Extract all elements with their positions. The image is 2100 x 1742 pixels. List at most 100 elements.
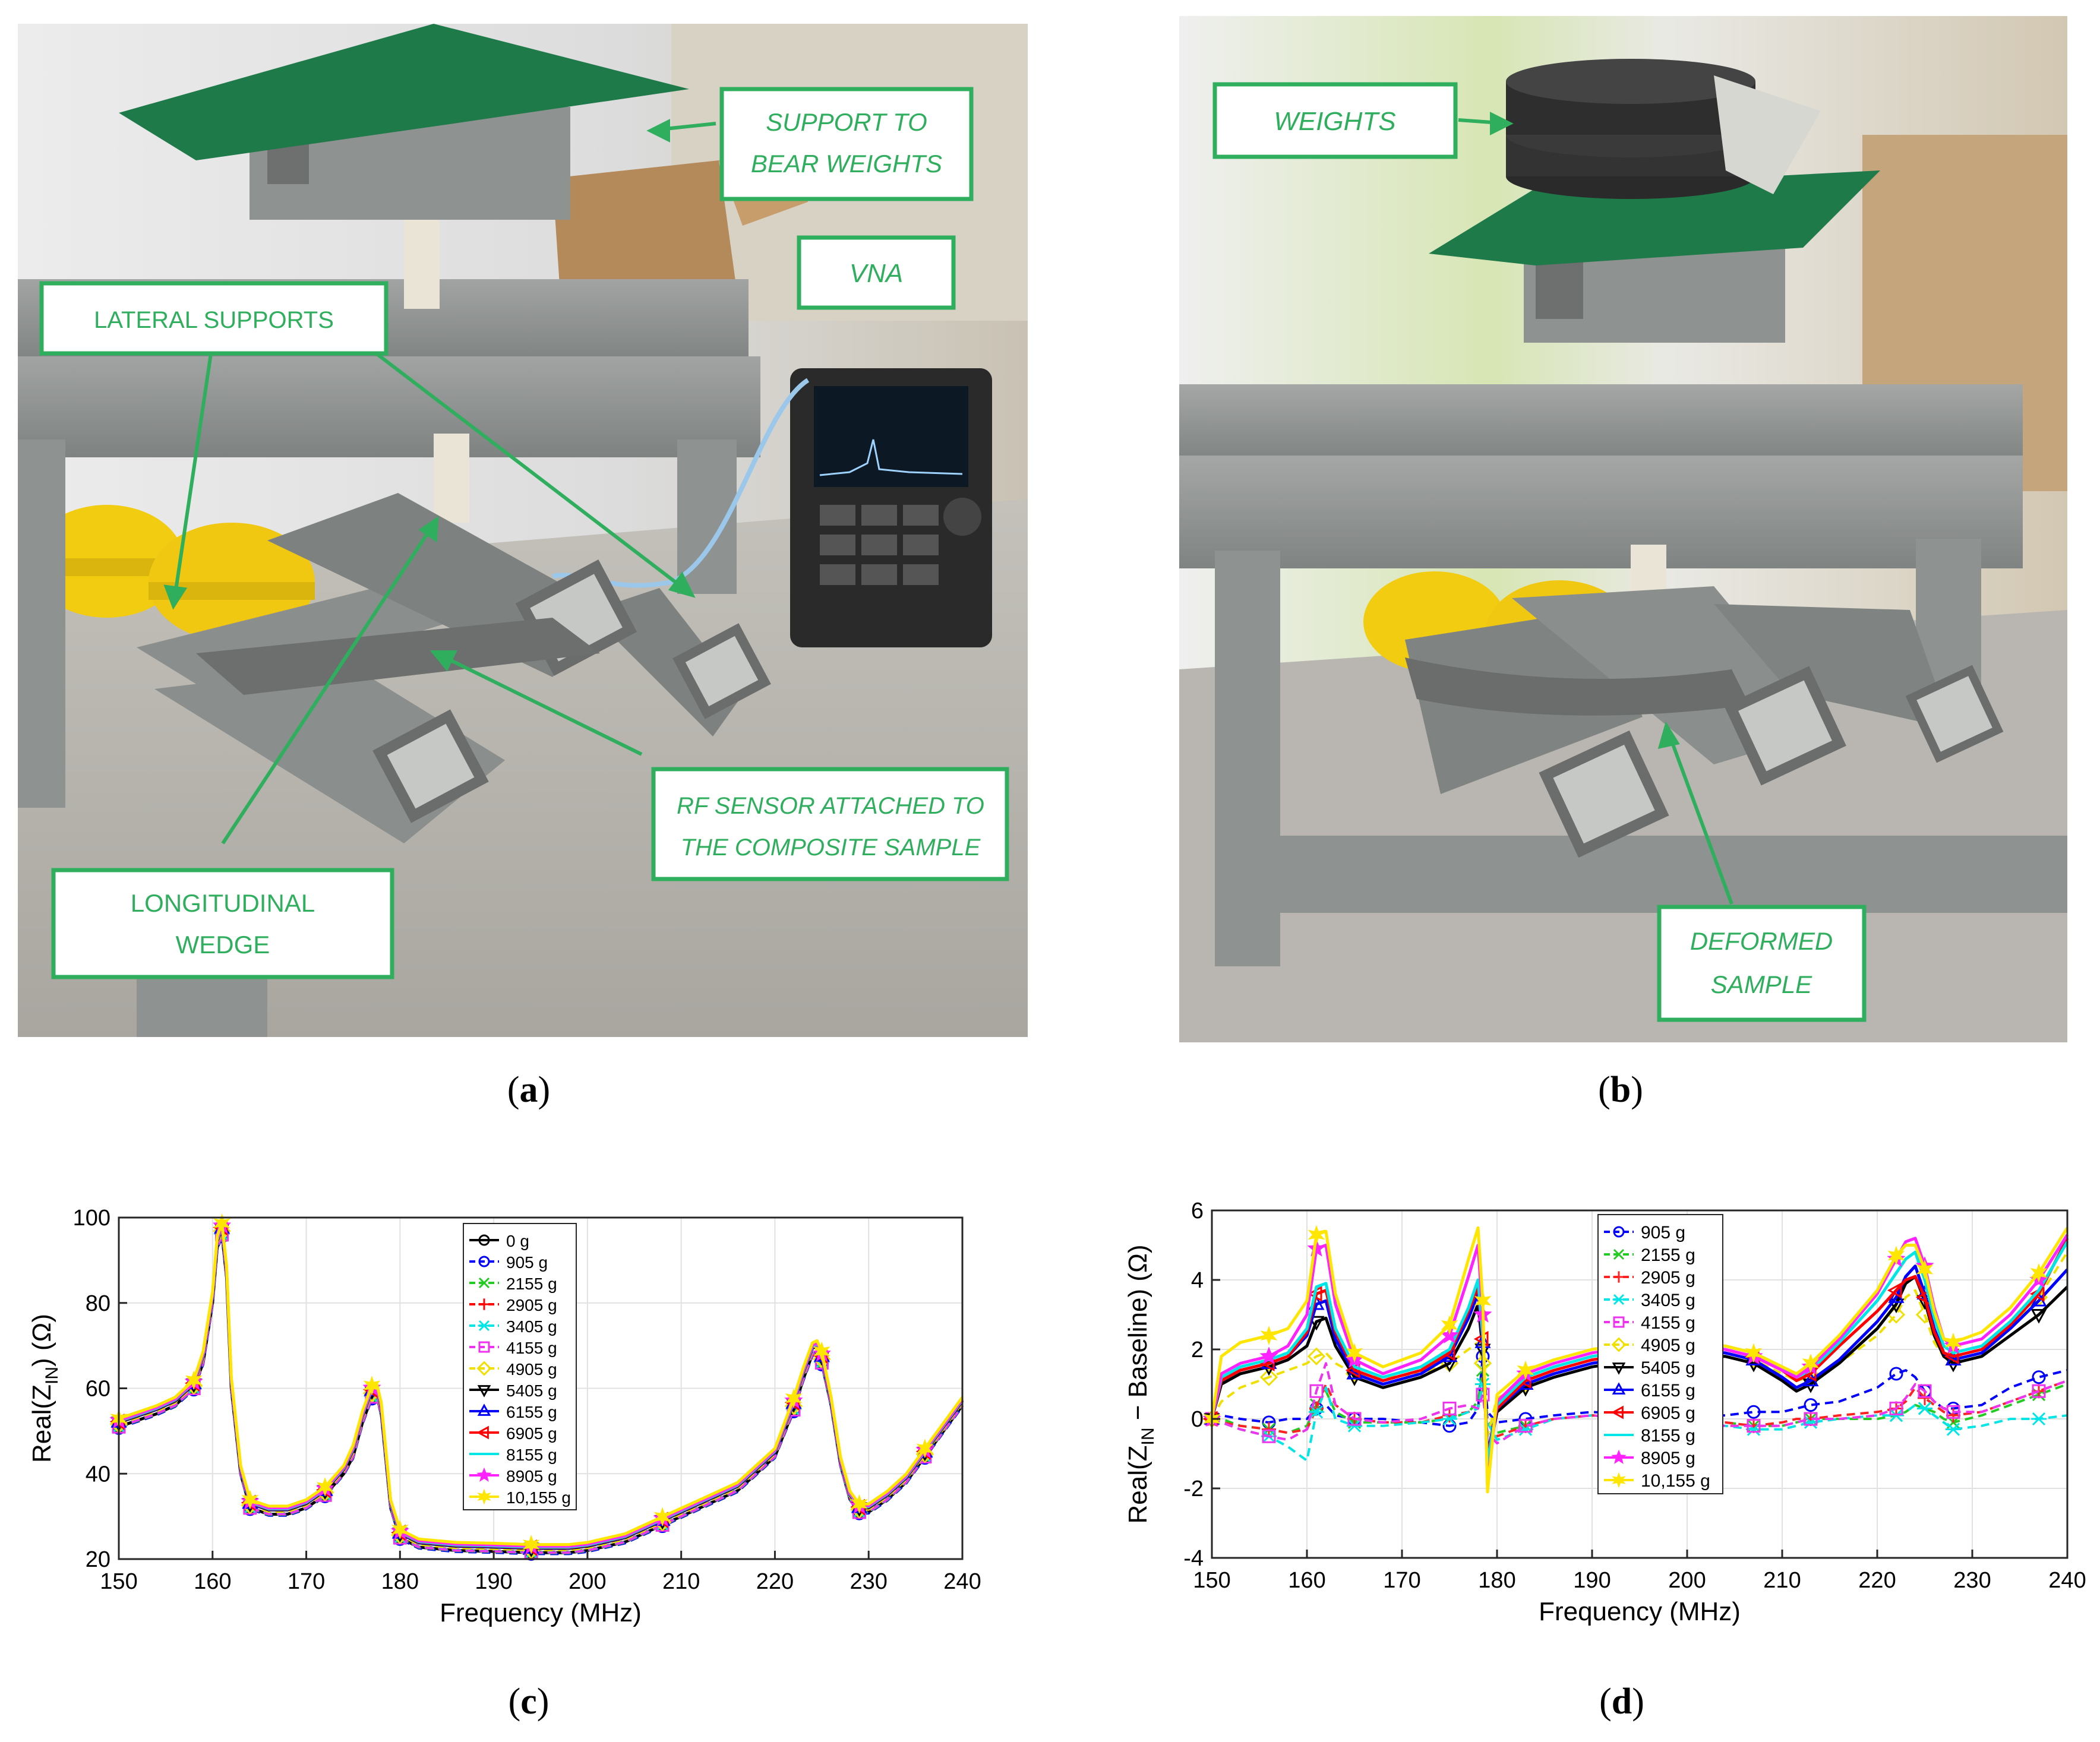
- series-point: [363, 1376, 381, 1396]
- support-post-lower: [434, 434, 469, 523]
- photo-b-scene: WEIGHTS DEFORMED SAMPLE: [1179, 16, 2067, 1042]
- series-8155g-group: [1210, 1241, 2069, 1466]
- legend-label: 905 g: [1641, 1223, 1685, 1243]
- legend-item: 4155 g: [469, 1339, 557, 1357]
- series-point: [1347, 1419, 1362, 1433]
- legend-label: 4905 g: [506, 1360, 557, 1379]
- legend-item: 4905 g: [1604, 1336, 1695, 1355]
- callout-support-line1: SUPPORT TO: [766, 108, 927, 136]
- legend-marker: [478, 1320, 491, 1332]
- tube-end-3: [372, 709, 489, 823]
- series-point: [1262, 1422, 1276, 1437]
- series-point: [1476, 1387, 1490, 1402]
- x-tick-label: 200: [569, 1569, 606, 1594]
- x-tick-label: 240: [943, 1569, 981, 1594]
- legend-label: 3405 g: [506, 1317, 557, 1336]
- legend-item: 8155 g: [1604, 1426, 1695, 1446]
- legend-label: 6155 g: [1641, 1381, 1695, 1400]
- y-tick-label: 6: [1191, 1199, 1204, 1223]
- series-point: [1260, 1326, 1278, 1346]
- callout-longitudinal: LONGITUDINAL WEDGE: [51, 868, 394, 979]
- series-point: [1916, 1259, 1934, 1279]
- series-point: [916, 1439, 934, 1459]
- legend-marker: [1611, 1449, 1627, 1464]
- series-point: [1946, 1422, 1961, 1436]
- series-line: [118, 1233, 964, 1554]
- series-point: [1946, 1408, 1960, 1423]
- frame-top-beam-front: [18, 356, 760, 457]
- series-point: [1804, 1412, 1818, 1426]
- series-point: [1442, 1401, 1457, 1415]
- series-point: [1745, 1343, 1763, 1363]
- vna-knob: [943, 498, 981, 536]
- legend-marker: [476, 1361, 492, 1376]
- ticks: [1211, 1209, 2069, 1559]
- legend-box: [463, 1223, 577, 1510]
- series-point: [1346, 1343, 1363, 1363]
- legend-marker: [1612, 1362, 1626, 1375]
- series-point: [1518, 1419, 1533, 1433]
- y-tick-label: 40: [86, 1462, 110, 1487]
- callout-deformed-line2: SAMPLE: [1711, 970, 1812, 998]
- callout-longitudinal-line1: LONGITUDINAL: [131, 889, 315, 917]
- legend-label: 6155 g: [506, 1403, 557, 1421]
- series-point: [1308, 1225, 1325, 1245]
- series-point: [1259, 1368, 1278, 1386]
- legend-label: 8905 g: [1641, 1449, 1695, 1468]
- legend-label: 6905 g: [1641, 1403, 1695, 1423]
- legend-label: 8905 g: [506, 1467, 557, 1485]
- x-tick-label: 190: [475, 1569, 512, 1594]
- series-point: [2030, 1263, 2048, 1283]
- series-point: [1309, 1405, 1324, 1419]
- x-tick-label: 170: [288, 1569, 325, 1594]
- series-point: [1887, 1282, 1902, 1299]
- tube-end-3: [1905, 665, 2004, 763]
- caption-b: (b): [1598, 1070, 1643, 1110]
- legend-label: 4905 g: [1641, 1336, 1695, 1355]
- legend-marker: [478, 1234, 490, 1246]
- legend-item: 6905 g: [1604, 1403, 1695, 1423]
- callout-lateral: LATERAL SUPPORTS: [39, 281, 389, 356]
- series-point: [1918, 1384, 1932, 1398]
- callout-vna-text: VNA: [850, 259, 903, 288]
- y-tick-label: 0: [1191, 1407, 1204, 1432]
- legend-label: 4155 g: [506, 1339, 557, 1357]
- x-axis-label: Frequency (MHz): [1539, 1597, 1741, 1626]
- series-point: [522, 1535, 540, 1555]
- legend-label: 8155 g: [1641, 1426, 1695, 1446]
- x-tick-label: 150: [100, 1569, 137, 1594]
- series-point: [391, 1519, 409, 1539]
- callout-weights: WEIGHTS: [1212, 82, 1458, 159]
- y-tick-label: 4: [1191, 1268, 1204, 1293]
- chart-c: 150 160 170 180 190 200 210 220 230 240 20 40 60 80 10…: [0, 1182, 1046, 1657]
- legend-item: 2905 g: [1604, 1268, 1695, 1288]
- legend-item: 6155 g: [1604, 1381, 1695, 1400]
- legend-label: 3405 g: [1641, 1291, 1695, 1310]
- series-line: [1210, 1226, 2069, 1494]
- legend-item: 8905 g: [1604, 1449, 1695, 1468]
- y-axis-label: Real(ZIN) (Ω): [27, 1314, 62, 1463]
- x-tick-label: 210: [662, 1569, 700, 1594]
- caption-d-letter: d: [1611, 1681, 1632, 1722]
- legend-item: 4155 g: [1604, 1313, 1695, 1333]
- series-point: [1474, 1291, 1492, 1311]
- series-point: [813, 1341, 830, 1361]
- tube-end-2: [1724, 666, 1846, 786]
- x-tick-label: 220: [1858, 1568, 1896, 1593]
- legend-item: 905 g: [469, 1253, 548, 1272]
- x-tick-label: 160: [194, 1569, 231, 1594]
- green-board: [119, 24, 689, 160]
- series-line: [118, 1222, 964, 1547]
- series-point: [1887, 1245, 1905, 1266]
- legend-marker: [1613, 1248, 1625, 1260]
- composite-sample: [196, 618, 600, 695]
- series-point: [1347, 1412, 1362, 1426]
- series-point: [1259, 1346, 1278, 1364]
- series-point: [213, 1213, 230, 1234]
- frame-bottom-beam: [1233, 836, 2067, 913]
- frame-leg-left: [18, 440, 65, 808]
- photo-b: WEIGHTS DEFORMED SAMPLE: [1179, 16, 2067, 1042]
- tube-end-1: [1539, 730, 1669, 858]
- x-tick-label: 200: [1668, 1568, 1706, 1593]
- callout-deformed-line1: DEFORMED: [1690, 927, 1833, 955]
